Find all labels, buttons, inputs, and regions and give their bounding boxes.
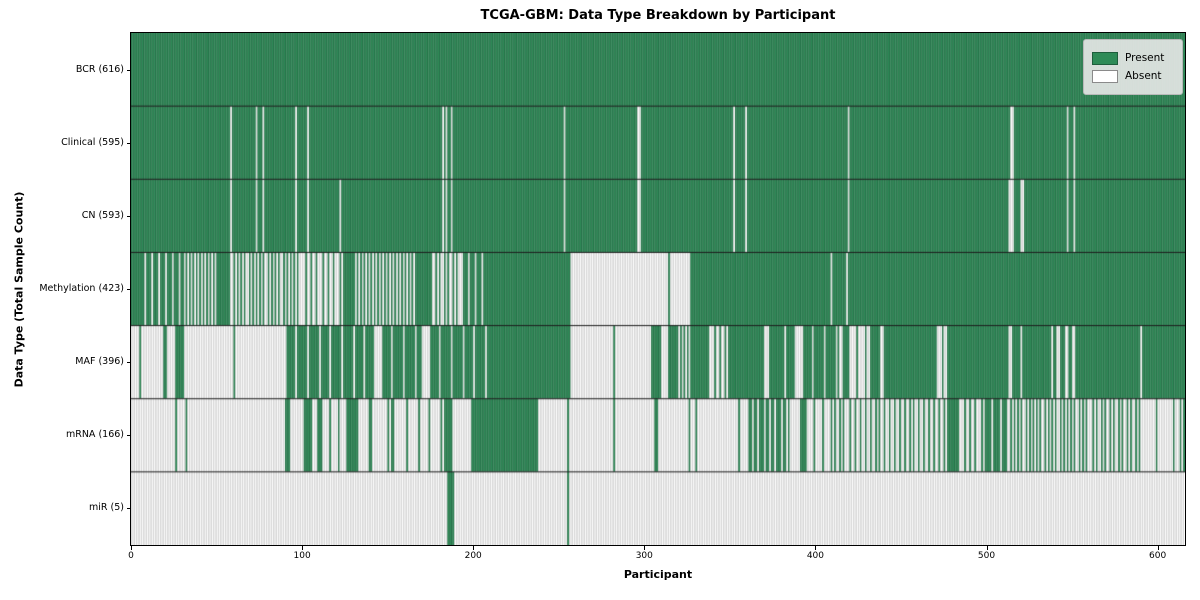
y-tick-label-clinical: Clinical (595) (61, 136, 124, 148)
absent-swatch-icon (1092, 69, 1118, 83)
x-tick-mark (302, 546, 304, 550)
legend-item-present: Present (1084, 51, 1182, 65)
x-axis-label: Participant (623, 568, 693, 581)
y-tick-label-mir: miR (5) (89, 502, 124, 514)
y-tick-label-cn: CN (593) (81, 209, 124, 221)
y-tick-label-maf: MAF (396) (75, 356, 124, 368)
legend-label-absent: Absent (1125, 70, 1162, 82)
x-tick-label-600: 600 (1149, 551, 1167, 561)
y-tick-label-bcr: BCR (616) (75, 63, 124, 75)
legend-label-present: Present (1125, 52, 1165, 64)
x-tick-mark (473, 546, 475, 550)
x-tick-mark (644, 546, 646, 550)
y-tick-mark (127, 362, 131, 364)
x-tick-mark (986, 546, 988, 550)
legend: Present Absent (1083, 39, 1183, 95)
y-tick-mark (127, 69, 131, 71)
legend-item-absent: Absent (1084, 69, 1182, 83)
present-swatch-icon (1092, 51, 1118, 65)
x-tick-label-0: 0 (128, 551, 134, 561)
x-tick-mark (131, 546, 132, 550)
x-tick-label-100: 100 (293, 551, 311, 561)
y-tick-mark (127, 215, 131, 217)
x-tick-label-500: 500 (977, 551, 996, 561)
y-tick-mark (127, 289, 131, 290)
y-tick-label-mrna: mRNA (166) (65, 429, 124, 441)
y-tick-mark (127, 435, 131, 437)
x-tick-label-400: 400 (806, 551, 824, 561)
x-tick-mark (1157, 546, 1159, 550)
y-tick-mark (127, 508, 131, 510)
y-tick-mark (127, 142, 131, 144)
x-tick-label-200: 200 (464, 551, 482, 561)
chart-title: TCGA-GBM: Data Type Breakdown by Partici… (480, 8, 836, 23)
heatmap-canvas (130, 32, 1186, 546)
x-tick-mark (815, 546, 817, 550)
x-tick-label-300: 300 (635, 551, 653, 561)
y-tick-label-methylation: Methylation (423) (39, 283, 124, 294)
